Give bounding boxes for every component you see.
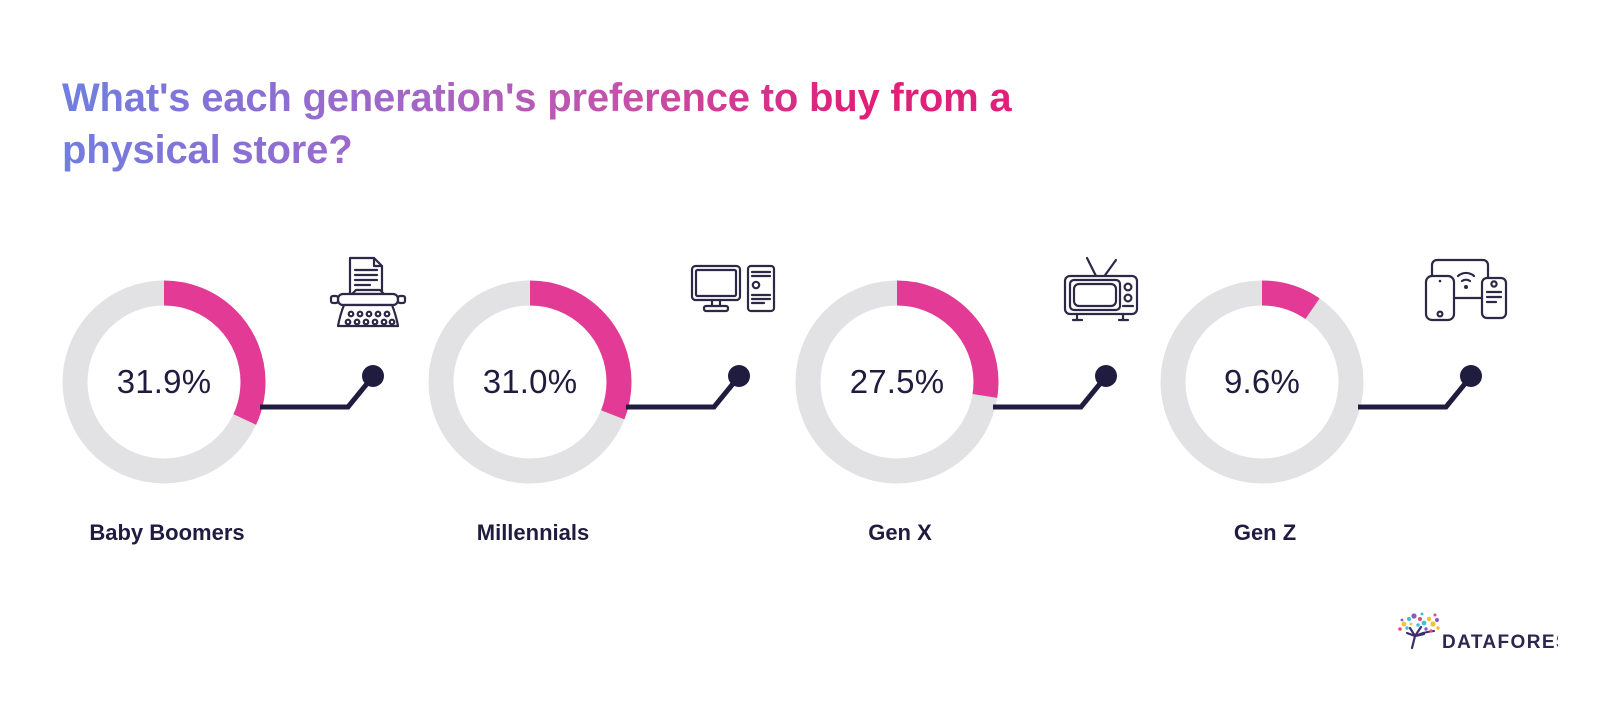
generation-label-millennials: Millennials [476, 520, 590, 545]
donut-chart-gen-z: 9.6% [1160, 280, 1364, 484]
donut-chart-gen-x: 27.5% [795, 280, 999, 484]
retro-tv-icon [1053, 254, 1149, 330]
generation-group-millennials: 31.0% Millennials [428, 258, 794, 578]
donut-arc-gen-z [1160, 280, 1364, 484]
donut-chart-baby-boomers: 31.9% [62, 280, 266, 484]
connector-line-gen-x [993, 365, 1117, 410]
dataforest-logo[interactable]: DATAFOREST [1388, 604, 1558, 660]
donut-value-gen-x: 27.5% [849, 363, 945, 400]
generation-label-gen-z: Gen Z [1233, 520, 1297, 545]
donut-value-millennials: 31.0% [482, 363, 578, 400]
generation-label-baby-boomers: Baby Boomers [89, 520, 245, 545]
donut-value-baby-boomers: 31.9% [116, 363, 212, 400]
donut-arc-gen-x [795, 280, 999, 484]
generation-group-gen-x: 27.5% Gen X [795, 256, 1161, 578]
dataforest-wordmark: DATAFOREST [1442, 632, 1558, 653]
connector-line-baby-boomers [260, 365, 384, 410]
mobile-devices-icon [1418, 254, 1514, 330]
donut-arc-baby-boomers [62, 280, 266, 484]
dataforest-tree-mark [1398, 612, 1440, 650]
donut-arc-millennials [428, 280, 632, 484]
donut-chart-millennials: 31.0% [428, 280, 632, 484]
connector-dot [728, 365, 750, 387]
donut-value-gen-z: 9.6% [1223, 363, 1301, 400]
connector-dot [1095, 365, 1117, 387]
page-title-line-1: What's each generation's preference to b… [62, 76, 1012, 120]
desktop-computer-icon [686, 254, 782, 330]
connector-line-gen-z [1358, 365, 1482, 410]
generation-group-gen-z: 9.6% Gen Z [1160, 258, 1526, 578]
connector-dot [1460, 365, 1482, 387]
page-title: What's each generation's preference to b… [62, 72, 1152, 176]
generation-group-baby-boomers: 31.9% Baby Boomers [62, 256, 428, 578]
generation-label-gen-x: Gen X [868, 520, 932, 545]
connector-line-millennials [626, 365, 750, 410]
donut-chart-row: 31.9% Baby Boomers [0, 256, 1617, 578]
page-title-line-2: physical store? [62, 128, 353, 172]
connector-dot [362, 365, 384, 387]
typewriter-icon [320, 254, 416, 330]
